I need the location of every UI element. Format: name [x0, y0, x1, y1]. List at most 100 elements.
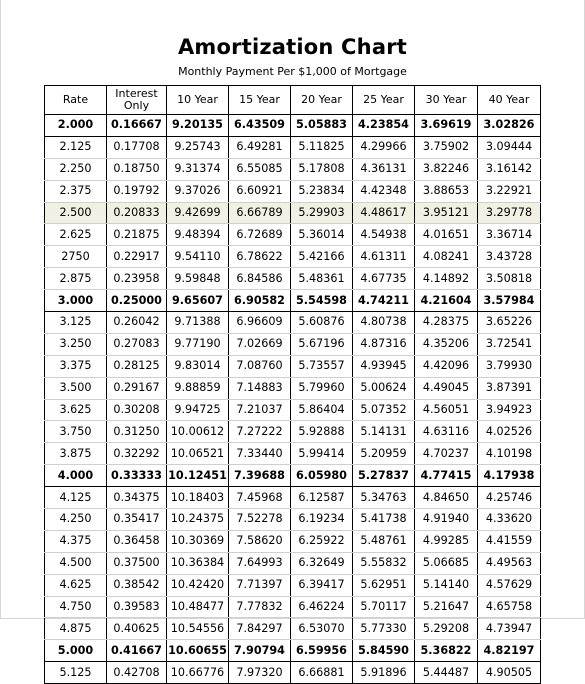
cell-rate: 4.000 [44, 464, 107, 488]
header-10-year: 10 Year [166, 85, 229, 115]
cell-10-year: 9.54110 [166, 245, 229, 269]
cell-30-year: 4.08241 [414, 245, 478, 269]
table-row: 5.125 0.42708 10.66776 7.97320 6.66881 5.9189… [44, 661, 541, 684]
cell-interest-only: 0.19792 [106, 179, 167, 203]
cell-30-year: 5.44487 [414, 661, 478, 684]
cell-10-year: 9.94725 [166, 398, 229, 422]
cell-20-year: 6.32649 [290, 551, 353, 575]
table-row: 4.000 0.33333 10.12451 7.39688 6.05980 5.2783… [44, 464, 541, 488]
cell-25-year: 4.67735 [352, 267, 415, 291]
cell-rate: 2.375 [44, 179, 107, 203]
cell-interest-only: 0.22917 [106, 245, 167, 269]
cell-40-year: 4.49563 [477, 551, 541, 575]
cell-10-year: 9.59848 [166, 267, 229, 291]
cell-25-year: 4.48617 [352, 201, 415, 225]
cell-rate: 3.125 [44, 311, 107, 334]
cell-30-year: 4.56051 [414, 398, 478, 422]
header-15-year: 15 Year [228, 85, 291, 115]
cell-interest-only: 0.26042 [106, 311, 167, 334]
page-title: Amortization Chart [177, 35, 407, 59]
cell-25-year: 4.54938 [352, 223, 415, 247]
cell-25-year: 5.41738 [352, 508, 415, 531]
cell-40-year: 3.43728 [477, 245, 541, 269]
cell-10-year: 10.24375 [166, 508, 229, 531]
cell-25-year: 5.70117 [352, 595, 415, 619]
table-row: 4.500 0.37500 10.36384 7.64993 6.32649 5.5583… [44, 551, 541, 575]
cell-25-year: 4.61311 [352, 245, 415, 269]
cell-10-year: 9.65607 [166, 289, 229, 313]
header-rate: Rate [44, 85, 107, 115]
cell-10-year: 10.06521 [166, 442, 229, 466]
cell-interest-only: 0.17708 [106, 135, 167, 159]
cell-interest-only: 0.21875 [106, 223, 167, 247]
cell-20-year: 6.66881 [290, 661, 353, 684]
cell-15-year: 6.49281 [228, 135, 291, 159]
cell-20-year: 6.53070 [290, 617, 353, 641]
table-row: 2.500 0.20833 9.42699 6.66789 5.29903 4.48617… [44, 201, 541, 225]
header-40-year: 40 Year [477, 85, 541, 115]
cell-40-year: 4.82197 [477, 639, 541, 663]
cell-interest-only: 0.37500 [106, 551, 167, 575]
cell-30-year: 4.42096 [414, 354, 478, 378]
table-row: 2.000 0.16667 9.20135 6.43509 5.05883 4.23854… [44, 114, 541, 137]
cell-10-year: 10.18403 [166, 486, 229, 510]
cell-interest-only: 0.23958 [106, 267, 167, 291]
cell-15-year: 7.14883 [228, 376, 291, 400]
cell-rate: 4.250 [44, 508, 107, 531]
table-row: 4.125 0.34375 10.18403 7.45968 6.12587 5.3476… [44, 486, 541, 510]
cell-rate: 4.500 [44, 551, 107, 575]
table-row: 3.875 0.32292 10.06521 7.33440 5.99414 5.2095… [44, 442, 541, 466]
cell-25-year: 5.07352 [352, 398, 415, 422]
cell-10-year: 10.30369 [166, 529, 229, 553]
cell-10-year: 9.83014 [166, 354, 229, 378]
cell-15-year: 7.27222 [228, 420, 291, 444]
cell-20-year: 6.12587 [290, 486, 353, 510]
cell-rate: 2.875 [44, 267, 107, 291]
cell-40-year: 3.02826 [477, 114, 541, 137]
cell-20-year: 5.86404 [290, 398, 353, 422]
cell-40-year: 3.57984 [477, 289, 541, 313]
cell-20-year: 5.60876 [290, 311, 353, 334]
cell-30-year: 5.21647 [414, 595, 478, 619]
table-row: 4.875 0.40625 10.54556 7.84297 6.53070 5.7733… [44, 617, 541, 641]
cell-interest-only: 0.33333 [106, 464, 167, 488]
cell-25-year: 5.62951 [352, 573, 415, 597]
cell-10-year: 10.12451 [166, 464, 229, 488]
table-row: 3.500 0.29167 9.88859 7.14883 5.79960 5.00624… [44, 376, 541, 400]
cell-interest-only: 0.31250 [106, 420, 167, 444]
table-row: 5.000 0.41667 10.60655 7.90794 6.59956 5.8459… [44, 639, 541, 663]
cell-15-year: 7.02669 [228, 332, 291, 356]
cell-30-year: 4.21604 [414, 289, 478, 313]
cell-25-year: 5.34763 [352, 486, 415, 510]
cell-25-year: 5.00624 [352, 376, 415, 400]
table-row: 2.125 0.17708 9.25743 6.49281 5.11825 4.29966… [44, 135, 541, 159]
cell-10-year: 10.54556 [166, 617, 229, 641]
cell-15-year: 7.58620 [228, 529, 291, 553]
cell-10-year: 10.66776 [166, 661, 229, 684]
cell-interest-only: 0.40625 [106, 617, 167, 641]
cell-40-year: 4.41559 [477, 529, 541, 553]
cell-30-year: 4.14892 [414, 267, 478, 291]
cell-rate: 2.625 [44, 223, 107, 247]
cell-rate: 4.125 [44, 486, 107, 510]
cell-15-year: 7.39688 [228, 464, 291, 488]
cell-20-year: 5.23834 [290, 179, 353, 203]
cell-20-year: 6.39417 [290, 573, 353, 597]
table-row: 2.625 0.21875 9.48394 6.72689 5.36014 4.54938… [44, 223, 541, 247]
cell-20-year: 5.99414 [290, 442, 353, 466]
cell-20-year: 5.29903 [290, 201, 353, 225]
cell-rate: 3.500 [44, 376, 107, 400]
cell-20-year: 5.92888 [290, 420, 353, 444]
table-row: 3.625 0.30208 9.94725 7.21037 5.86404 5.07352… [44, 398, 541, 422]
cell-interest-only: 0.30208 [106, 398, 167, 422]
table-row: 3.000 0.25000 9.65607 6.90582 5.54598 4.74211… [44, 289, 541, 313]
cell-20-year: 6.19234 [290, 508, 353, 531]
cell-25-year: 4.29966 [352, 135, 415, 159]
cell-20-year: 5.48361 [290, 267, 353, 291]
cell-20-year: 5.79960 [290, 376, 353, 400]
cell-20-year: 5.05883 [290, 114, 353, 137]
cell-25-year: 5.77330 [352, 617, 415, 641]
cell-25-year: 4.42348 [352, 179, 415, 203]
cell-rate: 2.500 [44, 201, 107, 225]
table-row: 2.875 0.23958 9.59848 6.84586 5.48361 4.67735… [44, 267, 541, 291]
